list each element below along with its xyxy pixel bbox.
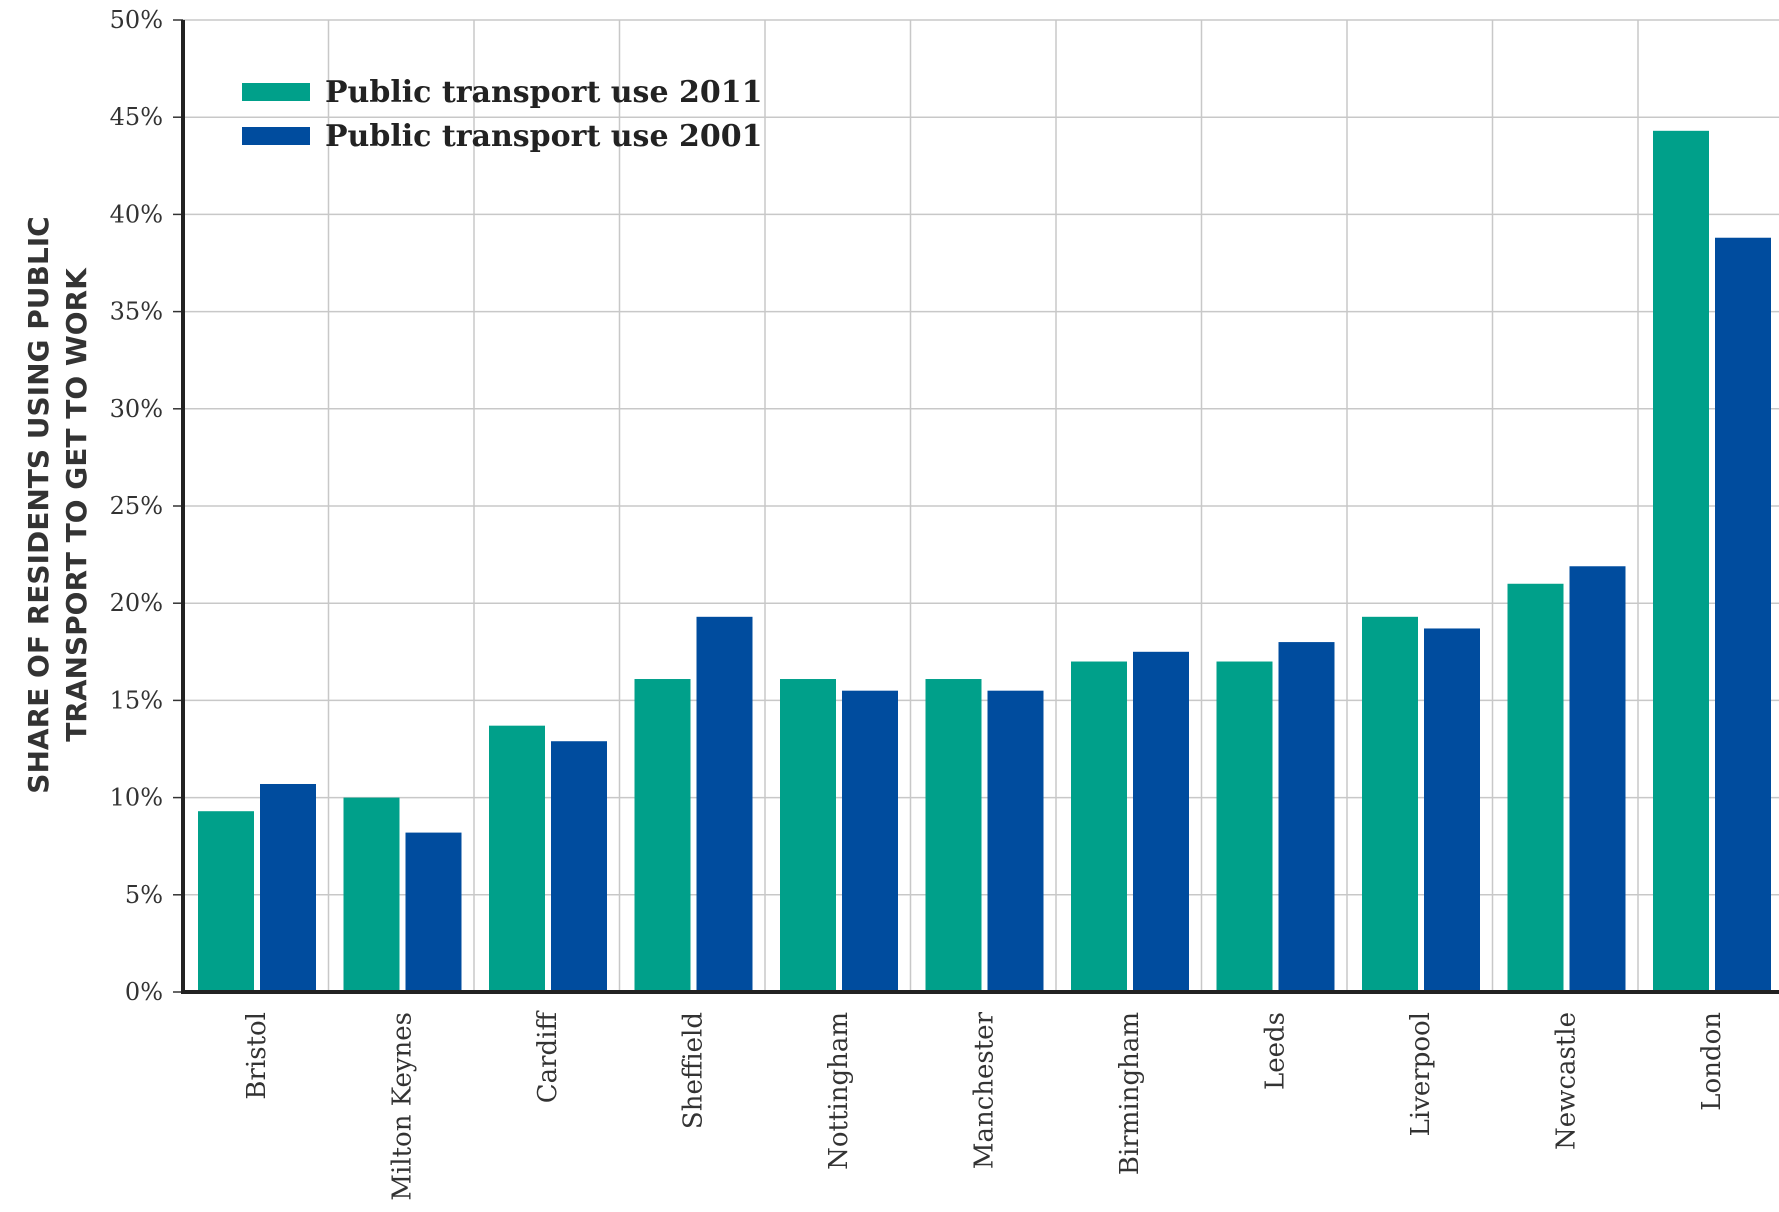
- y-axis-title-line: TRANSPORT TO GET TO WORK: [60, 267, 93, 742]
- y-tick-label: 0%: [125, 978, 163, 1006]
- x-category-label: Sheffield: [678, 1012, 708, 1129]
- bar-2001: [1569, 566, 1626, 992]
- axes: [181, 20, 1779, 994]
- bar-2001: [260, 783, 316, 992]
- y-tick-label: 30%: [110, 395, 163, 423]
- x-category-label: Liverpool: [1406, 1012, 1436, 1136]
- y-tick-label: 10%: [110, 784, 163, 812]
- y-tick-label: 5%: [125, 881, 163, 909]
- grid-lines: [183, 19, 1779, 992]
- legend-label: Public transport use 2011: [325, 75, 762, 110]
- y-tick-label: 25%: [110, 492, 163, 520]
- bar-2011: [489, 725, 545, 992]
- bar-2011: [343, 797, 400, 992]
- bar-2001: [696, 616, 753, 992]
- y-axis-ticks: 0% 5% 10% 15% 20% 25% 30% 35% 40% 45% 50%: [110, 6, 183, 1006]
- y-axis-title: SHARE OF RESIDENTS USING PUBLIC TRANSPORT…: [22, 216, 93, 793]
- bar-2001: [987, 690, 1044, 992]
- x-category-label: Newcastle: [1551, 1012, 1581, 1150]
- x-category-label: Nottingham: [824, 1012, 854, 1170]
- x-category-label: Birmingham: [1115, 1012, 1145, 1175]
- bar-2011: [780, 679, 836, 992]
- bar-2011: [1071, 661, 1127, 992]
- bar-2011: [1653, 130, 1709, 993]
- legend-swatch: [242, 127, 310, 145]
- x-category-label: Leeds: [1260, 1012, 1290, 1090]
- bar-2011: [925, 679, 982, 992]
- legend-swatch: [242, 83, 310, 101]
- legend: Public transport use 2011 Public transpor…: [242, 75, 762, 154]
- y-tick-label: 45%: [110, 103, 163, 131]
- y-tick-label: 15%: [110, 686, 163, 714]
- x-axis-category-labels: Bristol Milton Keynes Cardiff Sheffield Nott…: [242, 1009, 1727, 1200]
- bar-2001: [1424, 628, 1480, 992]
- y-tick-label: 20%: [110, 589, 163, 617]
- bars: [198, 130, 1771, 993]
- y-tick-label: 35%: [110, 298, 163, 326]
- bar-2001: [405, 832, 462, 992]
- bar-2001: [1715, 237, 1771, 992]
- bar-2011: [1507, 583, 1564, 992]
- x-category-label: London: [1697, 1012, 1727, 1111]
- y-axis-title-line: SHARE OF RESIDENTS USING PUBLIC: [22, 216, 55, 793]
- bar-2001: [551, 741, 607, 992]
- x-category-label: Milton Keynes: [387, 1012, 417, 1201]
- x-category-label: Cardiff: [533, 1009, 563, 1103]
- bar-2011: [198, 811, 254, 992]
- bar-2011: [634, 679, 691, 992]
- bar-2011: [1216, 661, 1273, 992]
- bar-2001: [1133, 651, 1189, 992]
- legend-label: Public transport use 2001: [325, 119, 762, 154]
- x-category-label: Manchester: [969, 1011, 999, 1169]
- x-category-label: Bristol: [242, 1012, 272, 1100]
- bar-2001: [842, 690, 898, 992]
- y-tick-label: 40%: [110, 200, 163, 228]
- bar-2011: [1362, 616, 1418, 992]
- bar-2001: [1278, 642, 1335, 992]
- y-tick-label: 50%: [110, 6, 163, 34]
